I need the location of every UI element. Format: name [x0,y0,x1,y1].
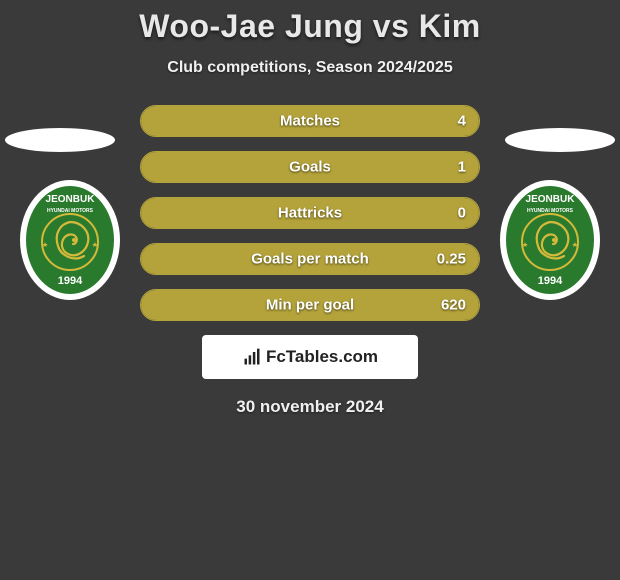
player-avatar-right [505,128,615,152]
stat-value: 0.25 [437,251,466,268]
svg-text:JEONBUK: JEONBUK [46,194,96,205]
brand-text: FcTables.com [266,347,378,367]
page-title: Woo-Jae Jung vs Kim [0,8,620,45]
stat-row: Matches 4 [140,105,480,137]
stat-label: Hattricks [278,205,342,222]
stat-row: Hattricks 0 [140,197,480,229]
club-badge-right: JEONBUK HYUNDAI MOTORS 1994 [500,180,600,300]
stat-value: 4 [458,113,466,130]
stat-label: Goals per match [251,251,369,268]
stat-value: 1 [458,159,466,176]
stat-row: Min per goal 620 [140,289,480,321]
stats-panel: Matches 4 Goals 1 Hattricks 0 Goals per match 0… [140,105,480,321]
svg-text:1994: 1994 [58,275,83,287]
chart-icon [242,347,262,367]
stat-row: Goals 1 [140,151,480,183]
svg-text:JEONBUK: JEONBUK [526,194,576,205]
stat-value: 0 [458,205,466,222]
stat-value: 620 [441,297,466,314]
svg-text:1994: 1994 [538,275,563,287]
stat-row: Goals per match 0.25 [140,243,480,275]
stat-label: Matches [280,113,340,130]
stat-label: Min per goal [266,297,354,314]
player-avatar-left [5,128,115,152]
date-text: 30 november 2024 [0,397,620,417]
subtitle: Club competitions, Season 2024/2025 [0,59,620,77]
stat-label: Goals [289,159,331,176]
club-badge-left: JEONBUK HYUNDAI MOTORS 1994 [20,180,120,300]
brand-box: FcTables.com [202,335,418,379]
